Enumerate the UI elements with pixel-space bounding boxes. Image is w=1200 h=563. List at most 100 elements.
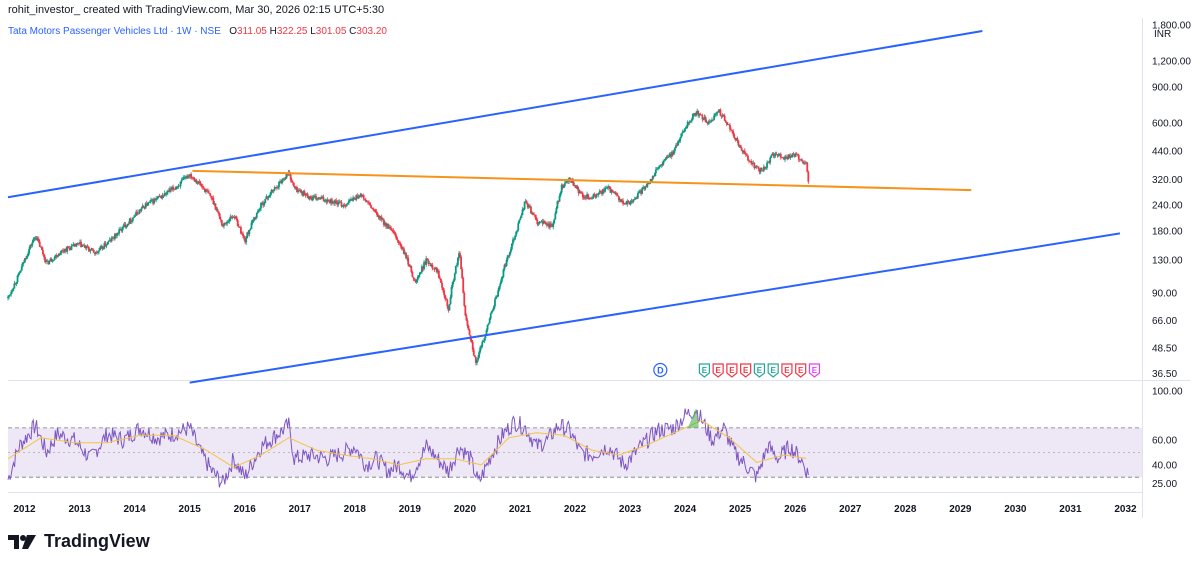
candle[interactable] — [461, 269, 464, 279]
candle[interactable] — [623, 203, 626, 205]
candle[interactable] — [158, 196, 161, 198]
candle[interactable] — [226, 221, 229, 224]
candle[interactable] — [692, 113, 694, 120]
candle[interactable] — [298, 190, 301, 192]
candle[interactable] — [699, 114, 702, 115]
candle[interactable] — [647, 183, 650, 185]
candle[interactable] — [466, 320, 469, 326]
candle[interactable] — [398, 242, 401, 244]
candle[interactable] — [133, 216, 135, 218]
candle[interactable] — [484, 335, 487, 339]
candle[interactable] — [137, 213, 140, 215]
candle[interactable] — [254, 217, 257, 219]
candle[interactable] — [538, 221, 541, 224]
candle[interactable] — [443, 290, 446, 296]
candle[interactable] — [183, 177, 186, 178]
candle[interactable] — [228, 220, 231, 222]
candle[interactable] — [220, 220, 223, 226]
candle[interactable] — [307, 197, 310, 200]
candle[interactable] — [642, 187, 645, 189]
candle[interactable] — [525, 201, 528, 204]
earnings-marker[interactable] — [767, 363, 779, 378]
candle[interactable] — [495, 296, 497, 300]
candle[interactable] — [628, 201, 631, 205]
candle[interactable] — [257, 210, 260, 212]
candle[interactable] — [697, 110, 700, 116]
candle[interactable] — [656, 168, 658, 170]
candle[interactable] — [405, 252, 407, 259]
candle[interactable] — [512, 239, 514, 244]
candle[interactable] — [256, 211, 259, 213]
candle[interactable] — [314, 196, 316, 197]
candle[interactable] — [618, 199, 621, 201]
candle[interactable] — [740, 147, 743, 151]
candle[interactable] — [245, 237, 248, 243]
candle[interactable] — [27, 253, 30, 256]
candle[interactable] — [339, 201, 342, 203]
candle[interactable] — [433, 268, 436, 270]
candle[interactable] — [262, 202, 265, 206]
candle[interactable] — [746, 154, 748, 156]
candle[interactable] — [722, 115, 725, 117]
candle[interactable] — [250, 222, 253, 229]
candle[interactable] — [46, 260, 49, 262]
candle[interactable] — [416, 277, 419, 281]
candle[interactable] — [341, 206, 344, 207]
candle[interactable] — [14, 283, 17, 285]
candle[interactable] — [285, 173, 288, 179]
candle[interactable] — [577, 188, 580, 194]
candle[interactable] — [390, 228, 393, 231]
candle[interactable] — [151, 199, 153, 201]
candle[interactable] — [230, 216, 233, 218]
candle[interactable] — [21, 262, 24, 267]
candle[interactable] — [651, 176, 654, 180]
candle[interactable] — [48, 260, 51, 265]
candle[interactable] — [794, 153, 797, 157]
candle[interactable] — [585, 196, 587, 199]
candle[interactable] — [668, 153, 671, 157]
candle[interactable] — [157, 196, 160, 198]
candle[interactable] — [772, 153, 775, 156]
candle[interactable] — [299, 190, 302, 192]
candle[interactable] — [407, 257, 410, 265]
earnings-marker[interactable] — [726, 363, 738, 378]
candle[interactable] — [301, 192, 304, 196]
candle[interactable] — [241, 233, 243, 235]
candle[interactable] — [672, 150, 675, 155]
candle[interactable] — [324, 199, 327, 201]
candle[interactable] — [105, 244, 108, 247]
candle[interactable] — [30, 245, 33, 246]
candle[interactable] — [559, 192, 562, 196]
candle[interactable] — [224, 223, 226, 224]
candle[interactable] — [368, 202, 370, 204]
candle[interactable] — [293, 186, 296, 189]
candle[interactable] — [376, 212, 379, 217]
candle[interactable] — [51, 260, 54, 262]
candle[interactable] — [501, 277, 504, 280]
candle[interactable] — [26, 255, 28, 259]
candle[interactable] — [427, 259, 430, 264]
candle[interactable] — [252, 219, 255, 221]
candle[interactable] — [667, 156, 670, 158]
candle[interactable] — [159, 195, 162, 197]
candle[interactable] — [693, 113, 695, 115]
candle[interactable] — [629, 201, 632, 205]
candle[interactable] — [523, 201, 526, 210]
candle[interactable] — [678, 141, 681, 142]
candle[interactable] — [669, 153, 672, 157]
candle[interactable] — [701, 115, 704, 120]
candle[interactable] — [161, 195, 164, 199]
candle[interactable] — [499, 283, 502, 287]
candle[interactable] — [539, 221, 542, 223]
candle[interactable] — [689, 120, 692, 122]
trendline-overlays[interactable] — [7, 30, 1121, 384]
candle[interactable] — [197, 181, 200, 183]
candle[interactable] — [332, 201, 334, 204]
candle[interactable] — [478, 352, 480, 358]
candle[interactable] — [690, 119, 693, 121]
candle[interactable] — [266, 196, 269, 199]
candle[interactable] — [614, 193, 617, 195]
candle[interactable] — [700, 114, 703, 116]
candle[interactable] — [107, 241, 110, 243]
symbol-title[interactable]: Tata Motors Passenger Vehicles Ltd · 1W … — [8, 26, 221, 37]
